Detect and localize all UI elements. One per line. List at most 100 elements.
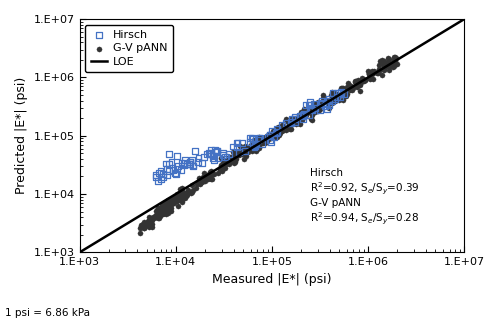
- Hirsch: [213, 148, 221, 154]
- G-V pANN: [247, 142, 255, 147]
- G-V pANN: [275, 132, 283, 137]
- Hirsch: [292, 119, 300, 124]
- G-V pANN: [296, 121, 304, 126]
- G-V pANN: [390, 64, 398, 69]
- G-V pANN: [219, 158, 227, 163]
- G-V pANN: [204, 173, 212, 178]
- G-V pANN: [162, 211, 170, 216]
- G-V pANN: [356, 88, 364, 93]
- G-V pANN: [384, 63, 392, 68]
- Hirsch: [288, 116, 296, 122]
- G-V pANN: [365, 71, 373, 76]
- G-V pANN: [144, 224, 152, 229]
- G-V pANN: [314, 99, 322, 104]
- G-V pANN: [164, 211, 172, 216]
- G-V pANN: [196, 180, 204, 185]
- Hirsch: [221, 155, 229, 160]
- Hirsch: [157, 177, 165, 182]
- G-V pANN: [154, 215, 162, 220]
- Hirsch: [278, 123, 286, 128]
- G-V pANN: [218, 159, 226, 164]
- Text: 1 psi = 6.86 kPa: 1 psi = 6.86 kPa: [5, 308, 90, 318]
- G-V pANN: [343, 85, 351, 90]
- G-V pANN: [330, 96, 338, 101]
- G-V pANN: [294, 121, 302, 126]
- G-V pANN: [246, 146, 254, 151]
- G-V pANN: [255, 146, 263, 151]
- G-V pANN: [388, 65, 396, 70]
- G-V pANN: [170, 201, 177, 206]
- Hirsch: [162, 161, 170, 166]
- G-V pANN: [314, 106, 322, 111]
- G-V pANN: [294, 119, 302, 124]
- Hirsch: [209, 153, 217, 158]
- G-V pANN: [154, 205, 162, 210]
- G-V pANN: [307, 116, 315, 122]
- G-V pANN: [189, 188, 197, 193]
- Hirsch: [310, 102, 318, 107]
- G-V pANN: [224, 156, 232, 161]
- Hirsch: [290, 115, 298, 120]
- G-V pANN: [343, 92, 351, 97]
- G-V pANN: [279, 127, 287, 132]
- G-V pANN: [184, 188, 192, 193]
- G-V pANN: [248, 148, 256, 154]
- G-V pANN: [231, 157, 239, 162]
- G-V pANN: [295, 115, 303, 120]
- G-V pANN: [140, 225, 148, 230]
- G-V pANN: [221, 165, 229, 171]
- G-V pANN: [138, 224, 145, 229]
- G-V pANN: [344, 85, 352, 90]
- G-V pANN: [330, 93, 338, 98]
- Hirsch: [325, 103, 333, 108]
- G-V pANN: [146, 218, 154, 223]
- G-V pANN: [244, 144, 252, 149]
- G-V pANN: [174, 197, 182, 203]
- G-V pANN: [208, 171, 216, 176]
- Hirsch: [164, 162, 172, 167]
- G-V pANN: [370, 69, 378, 74]
- G-V pANN: [196, 180, 204, 186]
- G-V pANN: [236, 144, 244, 149]
- G-V pANN: [386, 63, 394, 68]
- G-V pANN: [350, 78, 358, 84]
- Hirsch: [154, 179, 162, 184]
- G-V pANN: [252, 141, 260, 146]
- G-V pANN: [147, 217, 155, 222]
- G-V pANN: [353, 84, 361, 90]
- G-V pANN: [328, 100, 336, 106]
- G-V pANN: [368, 69, 376, 74]
- G-V pANN: [176, 187, 184, 192]
- G-V pANN: [297, 116, 305, 121]
- G-V pANN: [312, 110, 320, 115]
- G-V pANN: [264, 132, 272, 137]
- G-V pANN: [216, 167, 224, 172]
- G-V pANN: [178, 199, 186, 204]
- G-V pANN: [250, 143, 258, 148]
- G-V pANN: [152, 208, 160, 213]
- G-V pANN: [298, 117, 306, 122]
- G-V pANN: [231, 155, 239, 160]
- G-V pANN: [206, 175, 214, 180]
- G-V pANN: [147, 216, 155, 221]
- G-V pANN: [193, 182, 201, 187]
- G-V pANN: [344, 84, 352, 89]
- G-V pANN: [198, 177, 205, 182]
- G-V pANN: [334, 92, 342, 98]
- Hirsch: [250, 144, 258, 149]
- Hirsch: [255, 136, 263, 141]
- G-V pANN: [298, 115, 306, 120]
- Hirsch: [178, 160, 186, 165]
- Hirsch: [194, 156, 202, 161]
- G-V pANN: [234, 153, 242, 158]
- G-V pANN: [380, 60, 388, 65]
- G-V pANN: [345, 82, 353, 87]
- G-V pANN: [165, 199, 173, 204]
- G-V pANN: [270, 134, 278, 140]
- G-V pANN: [195, 176, 203, 181]
- Hirsch: [296, 113, 304, 118]
- G-V pANN: [330, 91, 338, 96]
- G-V pANN: [162, 204, 170, 209]
- G-V pANN: [283, 118, 291, 124]
- G-V pANN: [199, 174, 207, 179]
